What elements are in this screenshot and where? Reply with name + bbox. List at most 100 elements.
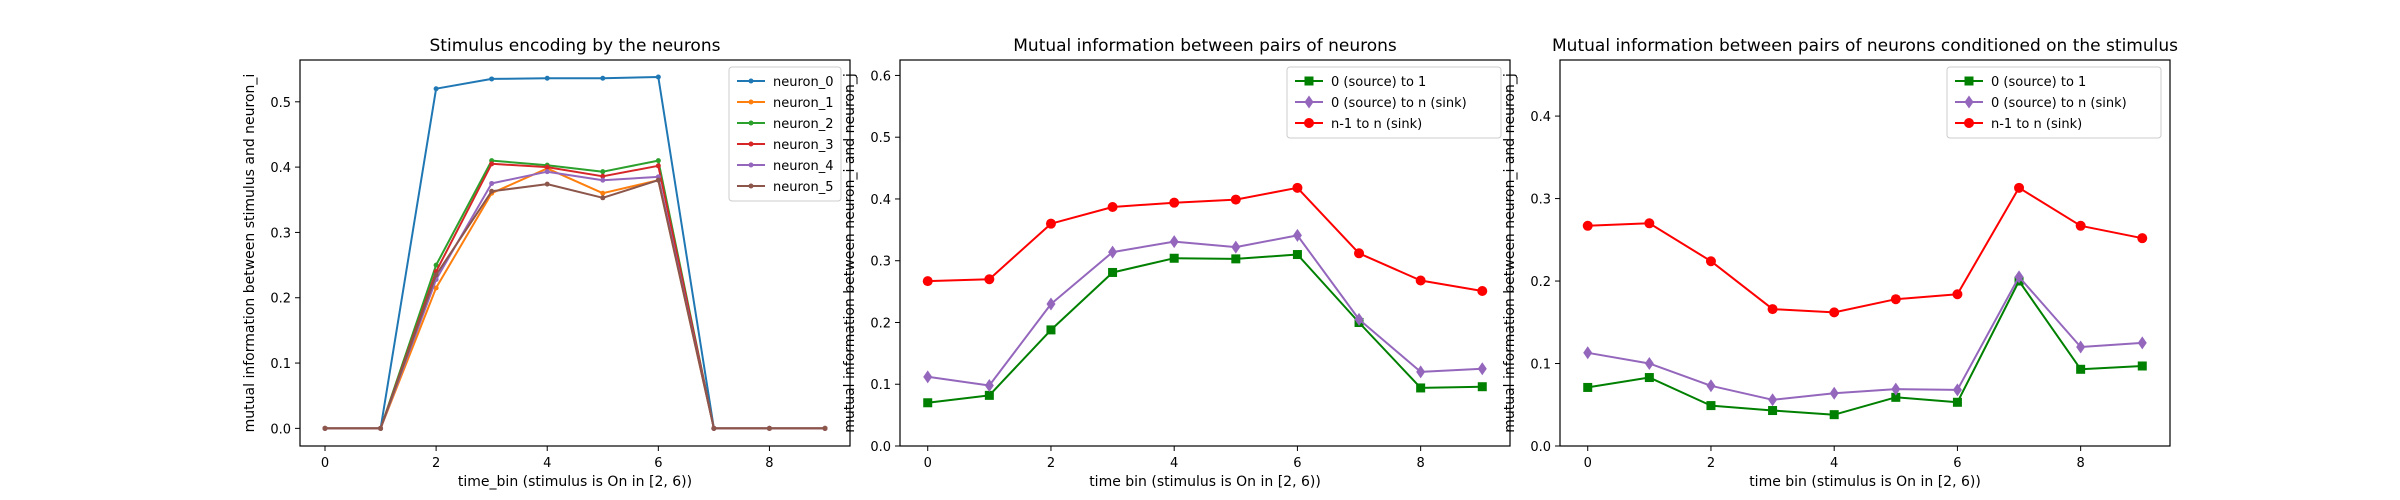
legend-swatch-marker	[1964, 76, 1974, 86]
y-axis-label: mutual information between stimulus and …	[242, 74, 258, 433]
x-tick-label: 8	[765, 456, 773, 471]
legend-entry: 0 (source) to 1	[1295, 75, 1426, 90]
data-point	[1107, 201, 1118, 212]
data-point	[766, 425, 772, 431]
data-point	[984, 274, 995, 285]
legend-swatch-marker	[1304, 118, 1314, 128]
data-point	[544, 75, 550, 81]
data-point	[2076, 340, 2086, 354]
legend-box	[1946, 66, 2162, 139]
data-point	[433, 272, 439, 278]
data-point	[655, 158, 661, 164]
legend-entry: neuron_2	[737, 117, 834, 132]
data-point	[544, 169, 550, 175]
legend-entry: 0 (source) to n (sink)	[1295, 95, 1467, 111]
data-point	[1046, 325, 1056, 335]
data-point	[1354, 312, 1364, 326]
legend-label: n-1 to n (sink)	[1991, 117, 2082, 132]
x-axis-label: time bin (stimulus is On in [2, 6))	[1749, 474, 1981, 490]
data-point	[1829, 386, 1839, 400]
legend-swatch-marker	[748, 78, 754, 84]
data-point	[1231, 240, 1241, 254]
legend-swatch-marker	[748, 99, 754, 105]
x-tick-label: 2	[1047, 456, 1055, 471]
data-point	[1415, 275, 1426, 286]
legend-label: neuron_0	[773, 75, 834, 90]
legend-entry: neuron_0	[737, 75, 834, 90]
x-tick-label: 0	[321, 456, 329, 471]
y-tick-label: 0.1	[870, 378, 891, 393]
data-point	[1767, 304, 1778, 315]
series-line	[927, 234, 1483, 387]
data-point	[1046, 297, 1056, 311]
legend-label: 0 (source) to n (sink)	[1331, 96, 1467, 111]
legend-entry: 0 (source) to n (sink)	[1955, 95, 2127, 111]
y-tick-label: 0.5	[270, 96, 291, 111]
y-tick-label: 0.3	[270, 226, 291, 241]
y-tick-label: 0.4	[270, 161, 291, 176]
series-line	[1587, 186, 2143, 314]
data-point	[1416, 365, 1426, 379]
legend-label: neuron_4	[773, 159, 834, 174]
data-point	[378, 425, 384, 431]
legend-swatch-marker	[748, 162, 754, 168]
legend-label: neuron_2	[773, 117, 834, 132]
legend-swatch-marker	[1964, 95, 1974, 109]
data-point	[822, 425, 828, 431]
data-point	[489, 188, 495, 194]
x-tick-label: 4	[543, 456, 551, 471]
series-line	[927, 253, 1483, 404]
legend-entry: neuron_5	[737, 180, 834, 195]
data-point	[322, 425, 328, 431]
data-point	[1891, 392, 1901, 402]
data-point	[1829, 307, 1840, 318]
y-tick-label: 0.0	[870, 440, 891, 455]
data-point	[1768, 406, 1778, 416]
data-point	[489, 161, 495, 167]
x-tick-label: 8	[1417, 456, 1425, 471]
x-tick-label: 4	[1830, 456, 1838, 471]
data-point	[923, 370, 933, 384]
x-tick-label: 0	[1584, 456, 1592, 471]
x-tick-label: 2	[432, 456, 440, 471]
y-tick-label: 0.2	[870, 316, 891, 331]
series-2	[1583, 270, 2147, 407]
legend-swatch-marker	[1304, 76, 1314, 86]
legend-entry: n-1 to n (sink)	[1955, 117, 2082, 132]
series-6	[322, 177, 828, 431]
legend-entry: 0 (source) to 1	[1955, 75, 2086, 90]
chart-panel-1: Stimulus encoding by the neurons 0 2 4 6 8 0.0…	[242, 36, 851, 490]
legend-entry: n-1 to n (sink)	[1295, 117, 1422, 132]
data-point	[1045, 218, 1056, 229]
data-point	[600, 169, 606, 175]
data-point	[433, 86, 439, 92]
data-point	[2076, 364, 2086, 374]
data-point	[1582, 220, 1593, 231]
legend-label: neuron_3	[773, 138, 834, 153]
data-point	[1952, 397, 1962, 407]
data-point	[1583, 382, 1593, 392]
legend: 0 (source) to 1 0 (source) to n (sink) n-1…	[1286, 66, 1502, 139]
series-3	[922, 182, 1488, 296]
y-tick-label: 0.0	[270, 422, 291, 437]
data-point	[1952, 289, 1963, 300]
data-point	[1477, 362, 1487, 376]
data-point	[1108, 267, 1118, 277]
legend-swatch-marker	[748, 183, 754, 189]
data-point	[2137, 233, 2148, 244]
x-tick-label: 2	[1707, 456, 1715, 471]
data-point	[1477, 285, 1488, 296]
y-tick-label: 0.5	[870, 131, 891, 146]
legend-label: neuron_5	[773, 180, 834, 195]
legend-swatch-marker	[748, 141, 754, 147]
data-point	[2137, 336, 2147, 350]
data-point	[1108, 245, 1118, 259]
data-point	[655, 163, 661, 169]
legend-label: n-1 to n (sink)	[1331, 117, 1422, 132]
y-tick-label: 0.1	[270, 357, 291, 372]
data-point	[433, 285, 439, 291]
legend-label: 0 (source) to n (sink)	[1991, 96, 2127, 111]
data-point	[711, 425, 717, 431]
legend-swatch-marker	[1964, 118, 1974, 128]
series-line	[1587, 280, 2143, 416]
